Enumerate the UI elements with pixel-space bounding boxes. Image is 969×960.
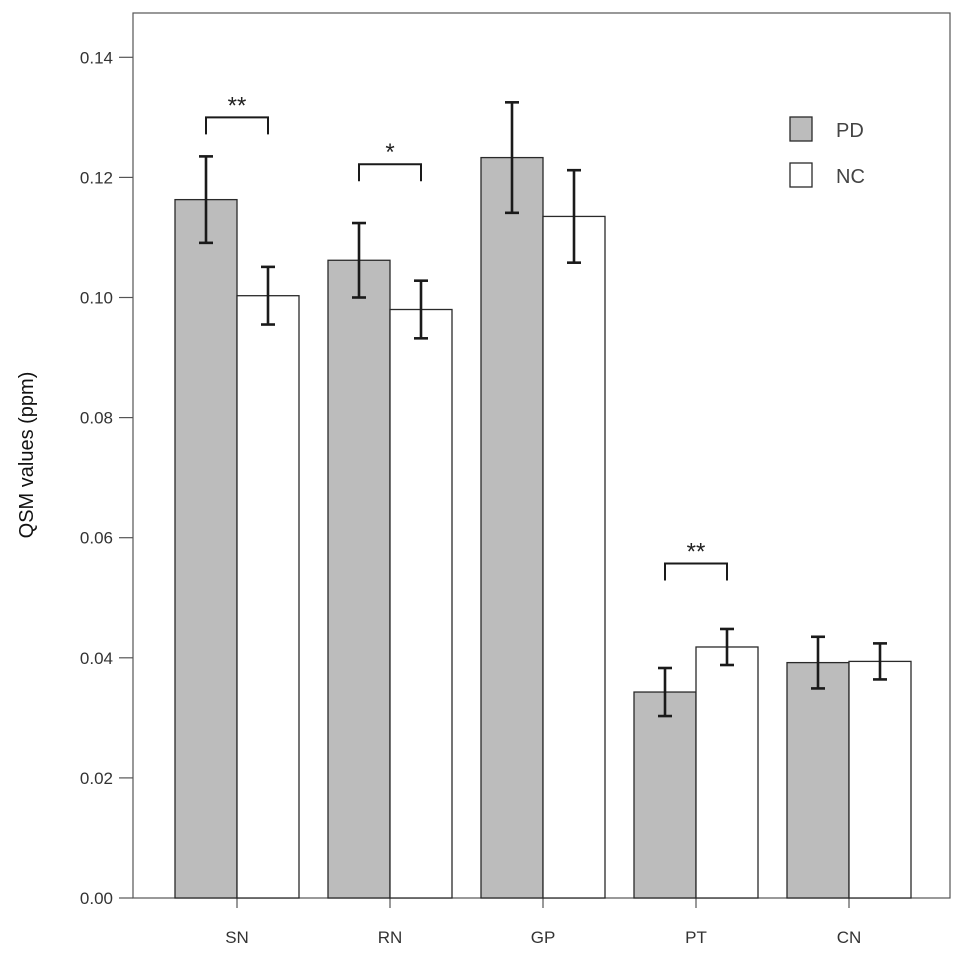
bar-nc-rn bbox=[389, 308, 453, 899]
bar-nc-cn bbox=[848, 660, 912, 899]
error-bar-pd-gp bbox=[505, 101, 519, 215]
bar-pd-sn bbox=[174, 198, 238, 899]
error-bar-nc-cn bbox=[873, 642, 887, 681]
significance-bracket-sn: ** bbox=[205, 92, 269, 135]
y-tick-label: 0.14 bbox=[80, 48, 113, 67]
x-tick-label-cn: CN bbox=[837, 928, 862, 947]
error-bar-nc-pt bbox=[720, 627, 734, 667]
error-bar-nc-sn bbox=[261, 265, 275, 326]
y-axis-title: QSM values (ppm) bbox=[16, 372, 38, 539]
significance-bracket-pt: ** bbox=[664, 539, 728, 581]
legend-item-pd: PD bbox=[789, 116, 864, 142]
legend-swatch-nc bbox=[789, 162, 813, 188]
legend-label-nc: NC bbox=[836, 166, 865, 188]
legend-swatch-pd bbox=[789, 116, 813, 142]
x-tick-label-sn: SN bbox=[225, 928, 249, 947]
legend-label-pd: PD bbox=[836, 120, 864, 142]
error-bar-nc-gp bbox=[567, 168, 581, 264]
error-bar-pd-rn bbox=[352, 221, 366, 299]
legend: PD NC bbox=[789, 116, 865, 188]
bar-pd-rn bbox=[327, 259, 391, 899]
error-bar-pd-cn bbox=[811, 635, 825, 690]
x-tick-label-rn: RN bbox=[378, 928, 403, 947]
y-tick-label: 0.00 bbox=[80, 889, 113, 908]
x-tick-label-pt: PT bbox=[685, 928, 707, 947]
y-tick-label: 0.08 bbox=[80, 409, 113, 428]
error-bars bbox=[199, 101, 887, 718]
x-axis: SN RN GP PT CN bbox=[225, 898, 861, 947]
bar-nc-gp bbox=[542, 215, 606, 899]
bar-pd-cn bbox=[786, 661, 850, 899]
y-tick-label: 0.06 bbox=[80, 529, 113, 548]
y-tick-label: 0.04 bbox=[80, 649, 113, 668]
significance-label: ** bbox=[228, 92, 247, 119]
bar-pd-gp bbox=[480, 156, 544, 899]
significance-bracket-rn: * bbox=[358, 139, 422, 182]
bar-pd-pt bbox=[633, 691, 697, 899]
error-bar-pd-sn bbox=[199, 155, 213, 245]
bar-nc-pt bbox=[695, 646, 759, 899]
y-tick-label: 0.02 bbox=[80, 769, 113, 788]
y-axis: 0.00 0.02 0.04 0.06 0.08 0.10 0.12 0.14 bbox=[80, 48, 133, 908]
significance-label: ** bbox=[687, 539, 706, 566]
legend-item-nc: NC bbox=[789, 162, 865, 188]
error-bar-nc-rn bbox=[414, 279, 428, 340]
significance-markers: ***** bbox=[205, 92, 728, 581]
bar-nc-sn bbox=[236, 295, 300, 899]
y-tick-label: 0.12 bbox=[80, 168, 113, 187]
x-tick-label-gp: GP bbox=[531, 928, 556, 947]
significance-label: * bbox=[385, 139, 394, 166]
error-bar-pd-pt bbox=[658, 666, 672, 718]
bars bbox=[174, 156, 912, 899]
y-tick-label: 0.10 bbox=[80, 289, 113, 308]
